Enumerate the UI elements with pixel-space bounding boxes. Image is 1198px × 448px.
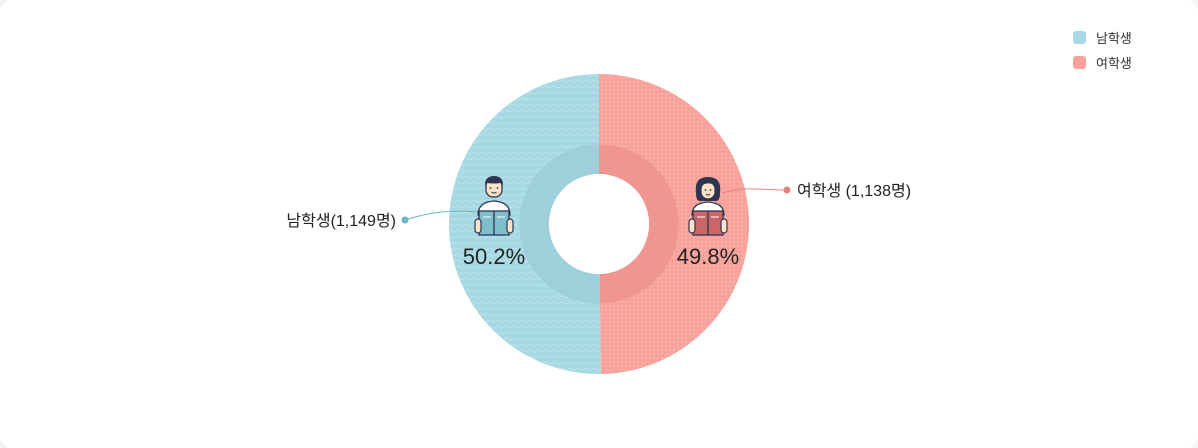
male-count-label: 남학생(1,149명) [286,212,396,230]
legend-label-male: 남학생 [1096,30,1132,46]
leader-line-female [721,186,791,194]
donut-outer-ring [449,73,750,374]
girl-reading-icon [688,177,728,236]
legend-item-female[interactable]: 여학생 [1073,54,1132,71]
donut-inner-ring [518,144,679,304]
legend-label-female: 여학생 [1096,55,1132,71]
legend-swatch-female [1073,55,1086,69]
leader-line-male [401,210,479,224]
legend-item-male[interactable]: 남학생 [1073,29,1132,46]
donut-inner-slice-male [518,144,601,304]
female-count-label: 여학생 (1,138명) [797,182,911,200]
donut-hole [549,174,649,274]
donut-inner-slice-female [599,144,679,304]
donut-slice-texture-female [599,73,750,374]
donut-slice-texture-male [449,74,601,374]
legend: 남학생 여학생 [1073,29,1132,79]
female-percent-label: 49.8% [677,244,739,269]
legend-swatch-male [1073,30,1086,44]
boy-reading-icon [474,176,514,236]
male-percent-label: 50.2% [463,244,525,269]
